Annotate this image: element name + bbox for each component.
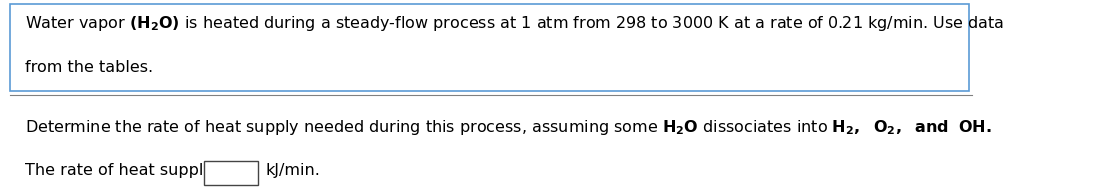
Text: The rate of heat supply is: The rate of heat supply is [25,164,230,178]
Text: kJ/min.: kJ/min. [266,164,321,178]
Bar [203,161,258,185]
FancyBboxPatch shape [10,4,969,91]
Text: Water vapor $\mathbf{(H_2O)}$ is heated during a steady-flow process at 1 atm fr: Water vapor $\mathbf{(H_2O)}$ is heated … [25,14,1004,33]
Text: from the tables.: from the tables. [25,60,153,75]
Text: Determine the rate of heat supply needed during this process, assuming some $\ma: Determine the rate of heat supply needed… [25,118,992,137]
